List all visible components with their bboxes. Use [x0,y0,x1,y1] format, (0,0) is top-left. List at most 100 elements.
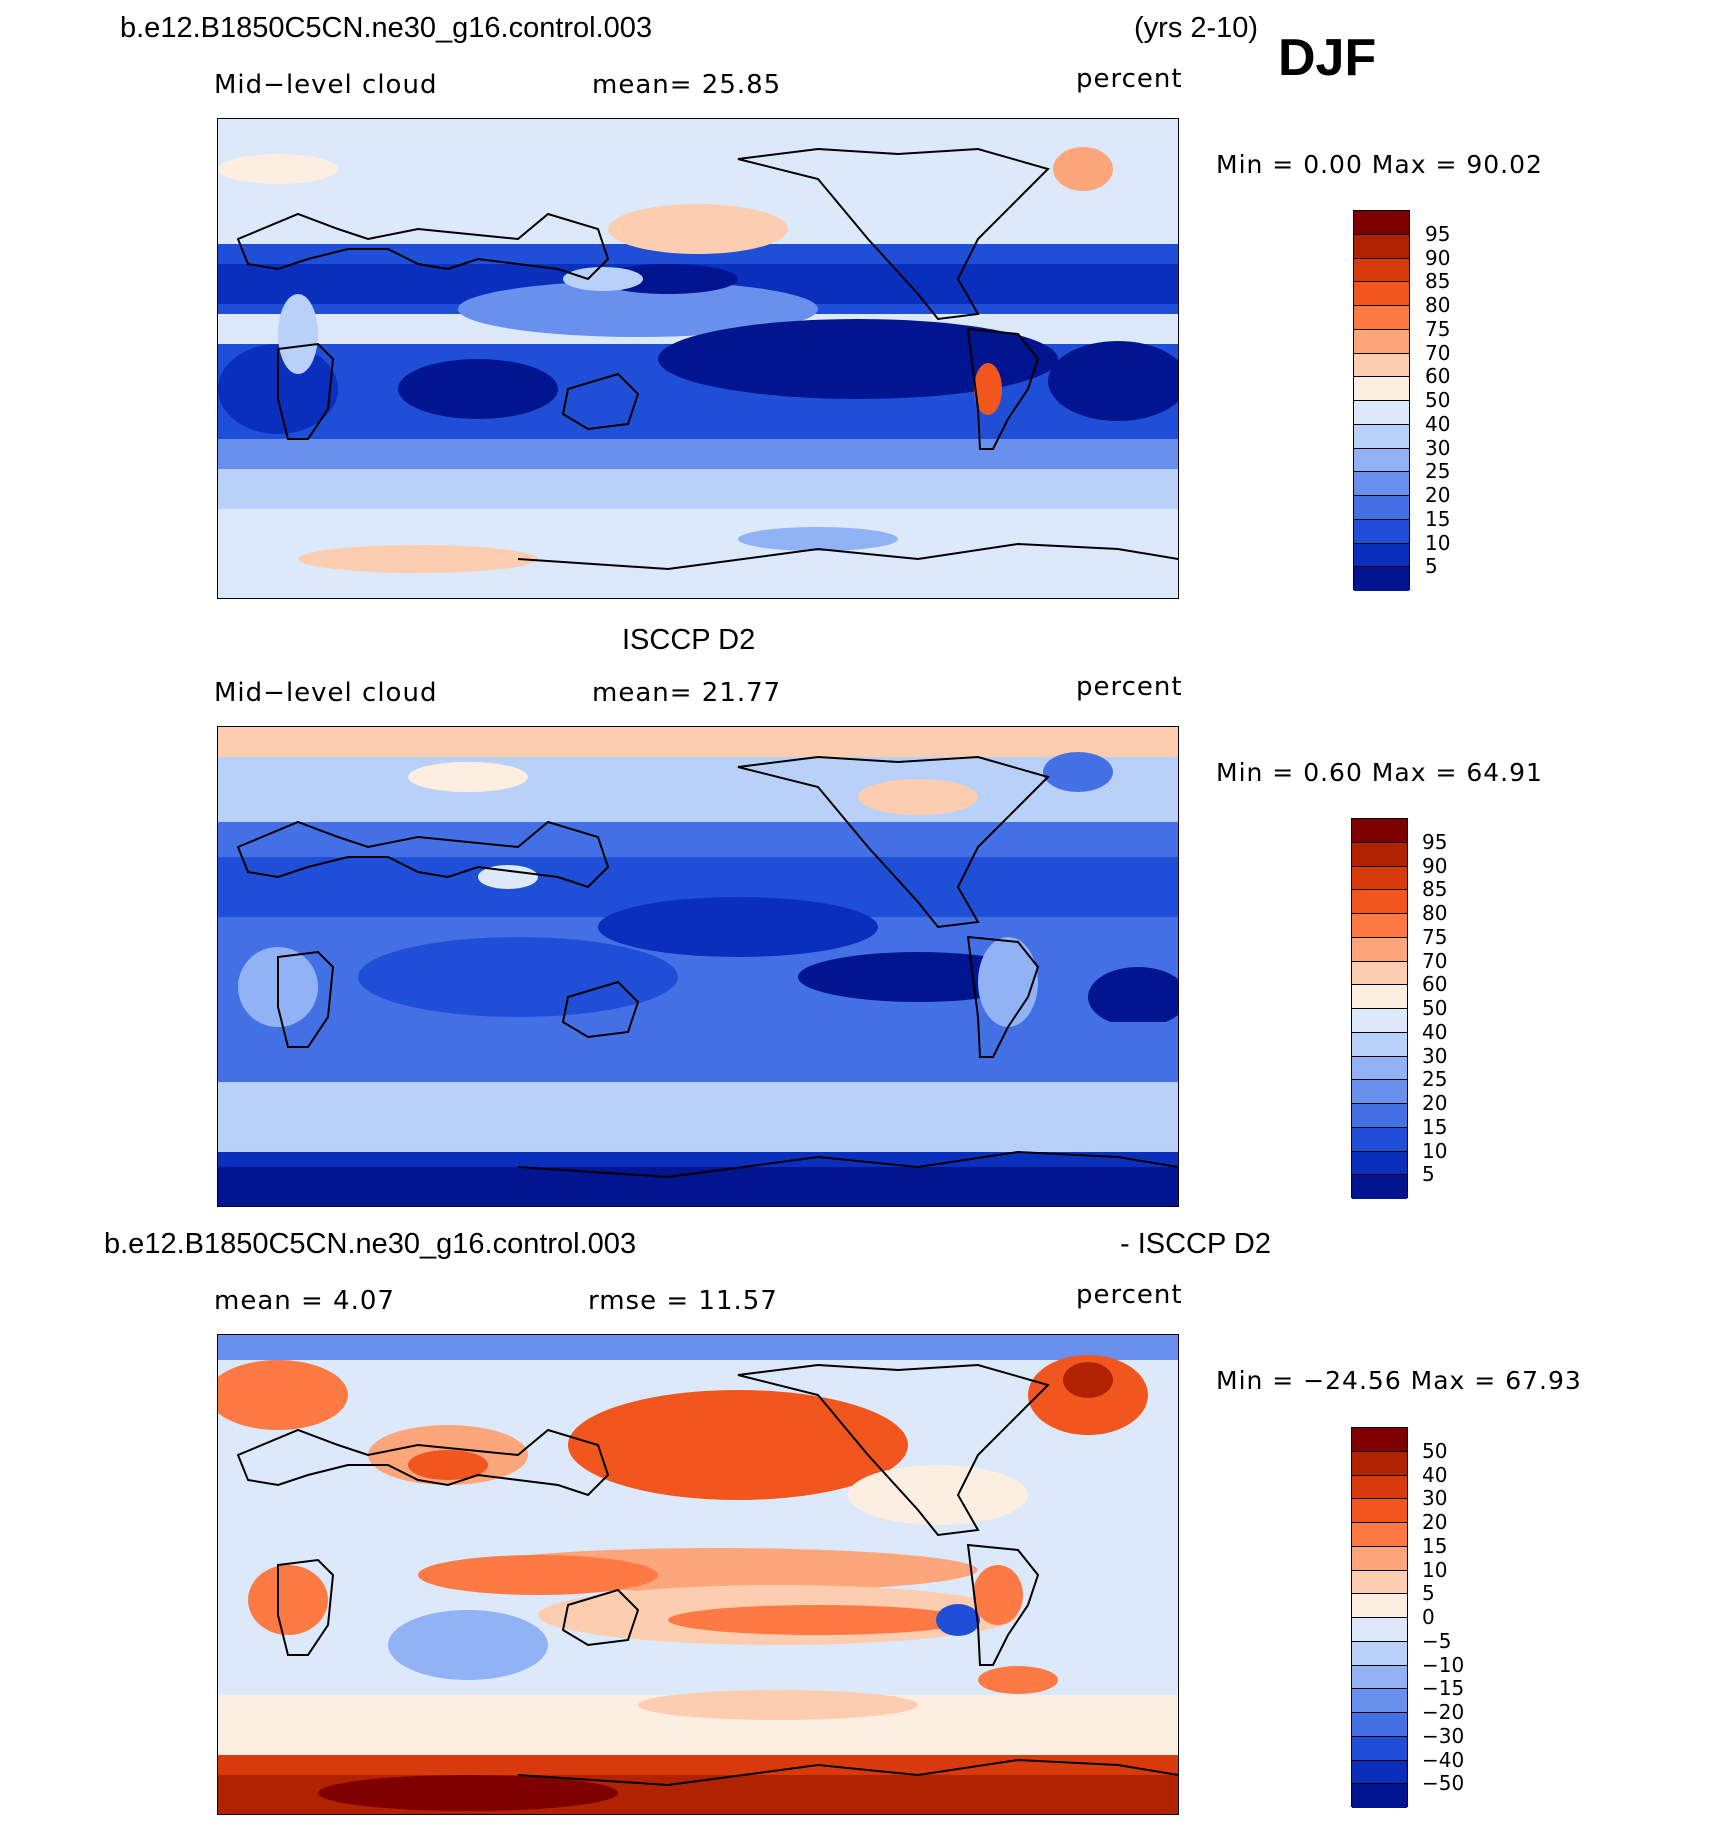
panel3-map [217,1334,1179,1815]
colorbar-swatch [1354,424,1409,449]
colorbar-swatch [1354,567,1409,591]
panel2-minmax: Min = 0.60 Max = 64.91 [1216,758,1543,787]
panel2-title: ISCCP D2 [622,624,756,656]
colorbar-tick-label: 60 [1422,972,1448,997]
colorbar-swatch [1352,1080,1407,1104]
colorbar-tick-label: 50 [1425,388,1451,412]
colorbar-swatch [1354,329,1409,354]
colorbar-tick-label: 25 [1425,459,1451,484]
colorbar-tick-label: 15 [1422,1114,1448,1139]
colorbar-swatch [1352,1736,1407,1761]
colorbar-swatch [1354,472,1409,496]
colorbar-tick-label: 25 [1422,1067,1448,1092]
colorbar-tick-label: −50 [1422,1771,1465,1796]
colorbar-swatch [1354,258,1409,283]
case-title: b.e12.B1850C5CN.ne30_g16.control.003 [120,12,653,44]
colorbar-tick-label: 80 [1425,293,1451,317]
colorbar-tick-label: 70 [1422,948,1448,973]
panel3-title-left: b.e12.B1850C5CN.ne30_g16.control.003 [104,1228,637,1260]
panel1-variable: Mid−level cloud [214,70,438,100]
colorbar-tick-label: −10 [1422,1652,1465,1677]
colorbar-tick-label: 5 [1425,554,1438,579]
colorbar-swatch [1354,211,1409,235]
colorbar-swatch [1352,866,1407,891]
colorbar-swatch [1352,1175,1407,1199]
colorbar-swatch [1352,1151,1407,1176]
colorbar-swatch [1352,1451,1407,1476]
colorbar-swatch [1352,914,1407,938]
panel3-colorbar [1351,1427,1408,1808]
colorbar-tick-label: −15 [1422,1676,1465,1701]
colorbar-tick-label: 95 [1425,221,1451,246]
panel2-units: percent [1076,672,1183,702]
colorbar-swatch [1354,234,1409,259]
colorbar-swatch [1354,519,1409,544]
colorbar-swatch [1354,353,1409,378]
panel3-units: percent [1076,1280,1183,1310]
colorbar-swatch [1352,1032,1407,1057]
colorbar-swatch [1352,1056,1407,1081]
panel3-title-right: - ISCCP D2 [1120,1228,1271,1260]
colorbar-swatch [1352,1428,1407,1452]
colorbar-tick-label: 40 [1422,1462,1448,1487]
panel1-colorbar [1353,210,1410,591]
colorbar-swatch [1352,1104,1407,1128]
season-label: DJF [1278,29,1377,87]
colorbar-tick-label: −5 [1422,1628,1452,1653]
colorbar-swatch [1352,1546,1407,1571]
colorbar-tick-label: 40 [1422,1019,1448,1044]
panel1-units: percent [1076,64,1183,94]
panel3-rmse: rmse = 11.57 [588,1286,778,1316]
colorbar-swatch [1352,1784,1407,1808]
colorbar-swatch [1352,1760,1407,1785]
panel3-mean: mean = 4.07 [214,1286,395,1316]
colorbar-swatch [1352,985,1407,1009]
panel2-colorbar [1351,818,1408,1199]
colorbar-tick-label: 80 [1422,901,1448,925]
colorbar-swatch [1352,1641,1407,1666]
colorbar-swatch [1352,1570,1407,1595]
colorbar-tick-label: 75 [1422,924,1448,949]
colorbar-swatch [1354,496,1409,520]
colorbar-swatch [1352,1009,1407,1033]
panel1-mean: mean= 25.85 [592,70,782,100]
colorbar-tick-label: 50 [1422,996,1448,1020]
colorbar-swatch [1352,937,1407,962]
colorbar-tick-label: 30 [1422,1486,1448,1511]
colorbar-swatch [1352,1618,1407,1642]
colorbar-tick-label: 15 [1425,506,1451,531]
colorbar-tick-label: −20 [1422,1700,1465,1724]
panel3-minmax: Min = −24.56 Max = 67.93 [1216,1366,1582,1395]
panel1-colorbar-labels: 95 90 85 80 75 70 60 50 40 30 25 20 15 10 5 [1425,210,1505,590]
colorbar-swatch [1352,842,1407,867]
colorbar-swatch [1352,1127,1407,1152]
colorbar-tick-label: 70 [1425,340,1451,365]
colorbar-tick-label: 50 [1422,1438,1448,1463]
colorbar-swatch [1352,1594,1407,1618]
colorbar-tick-label: 40 [1425,411,1451,436]
colorbar-tick-label: 20 [1422,1510,1448,1534]
panel1-map [217,118,1179,599]
colorbar-tick-label: 85 [1422,877,1448,902]
colorbar-tick-label: −30 [1422,1723,1465,1748]
colorbar-tick-label: 95 [1422,829,1448,854]
panel3-colorbar-labels: 50 40 30 20 15 10 5 0 −5 −10 −15 −20 −30 −40 −50 [1422,1427,1502,1807]
colorbar-swatch [1352,819,1407,843]
colorbar-swatch [1352,1499,1407,1523]
colorbar-swatch [1354,377,1409,401]
colorbar-swatch [1352,1475,1407,1500]
panel2-colorbar-labels: 95 90 85 80 75 70 60 50 40 30 25 20 15 10 5 [1422,818,1502,1198]
colorbar-tick-label: 10 [1425,530,1451,555]
panel2-map [217,726,1179,1207]
colorbar-tick-label: 30 [1425,435,1451,460]
colorbar-tick-label: 30 [1422,1043,1448,1068]
colorbar-swatch [1354,448,1409,473]
panel2-mean: mean= 21.77 [592,678,782,708]
colorbar-tick-label: 90 [1422,853,1448,878]
colorbar-swatch [1352,1689,1407,1713]
colorbar-swatch [1352,1665,1407,1690]
colorbar-tick-label: 20 [1425,483,1451,507]
colorbar-swatch [1352,890,1407,914]
colorbar-tick-label: 10 [1422,1557,1448,1582]
colorbar-swatch [1352,1713,1407,1737]
